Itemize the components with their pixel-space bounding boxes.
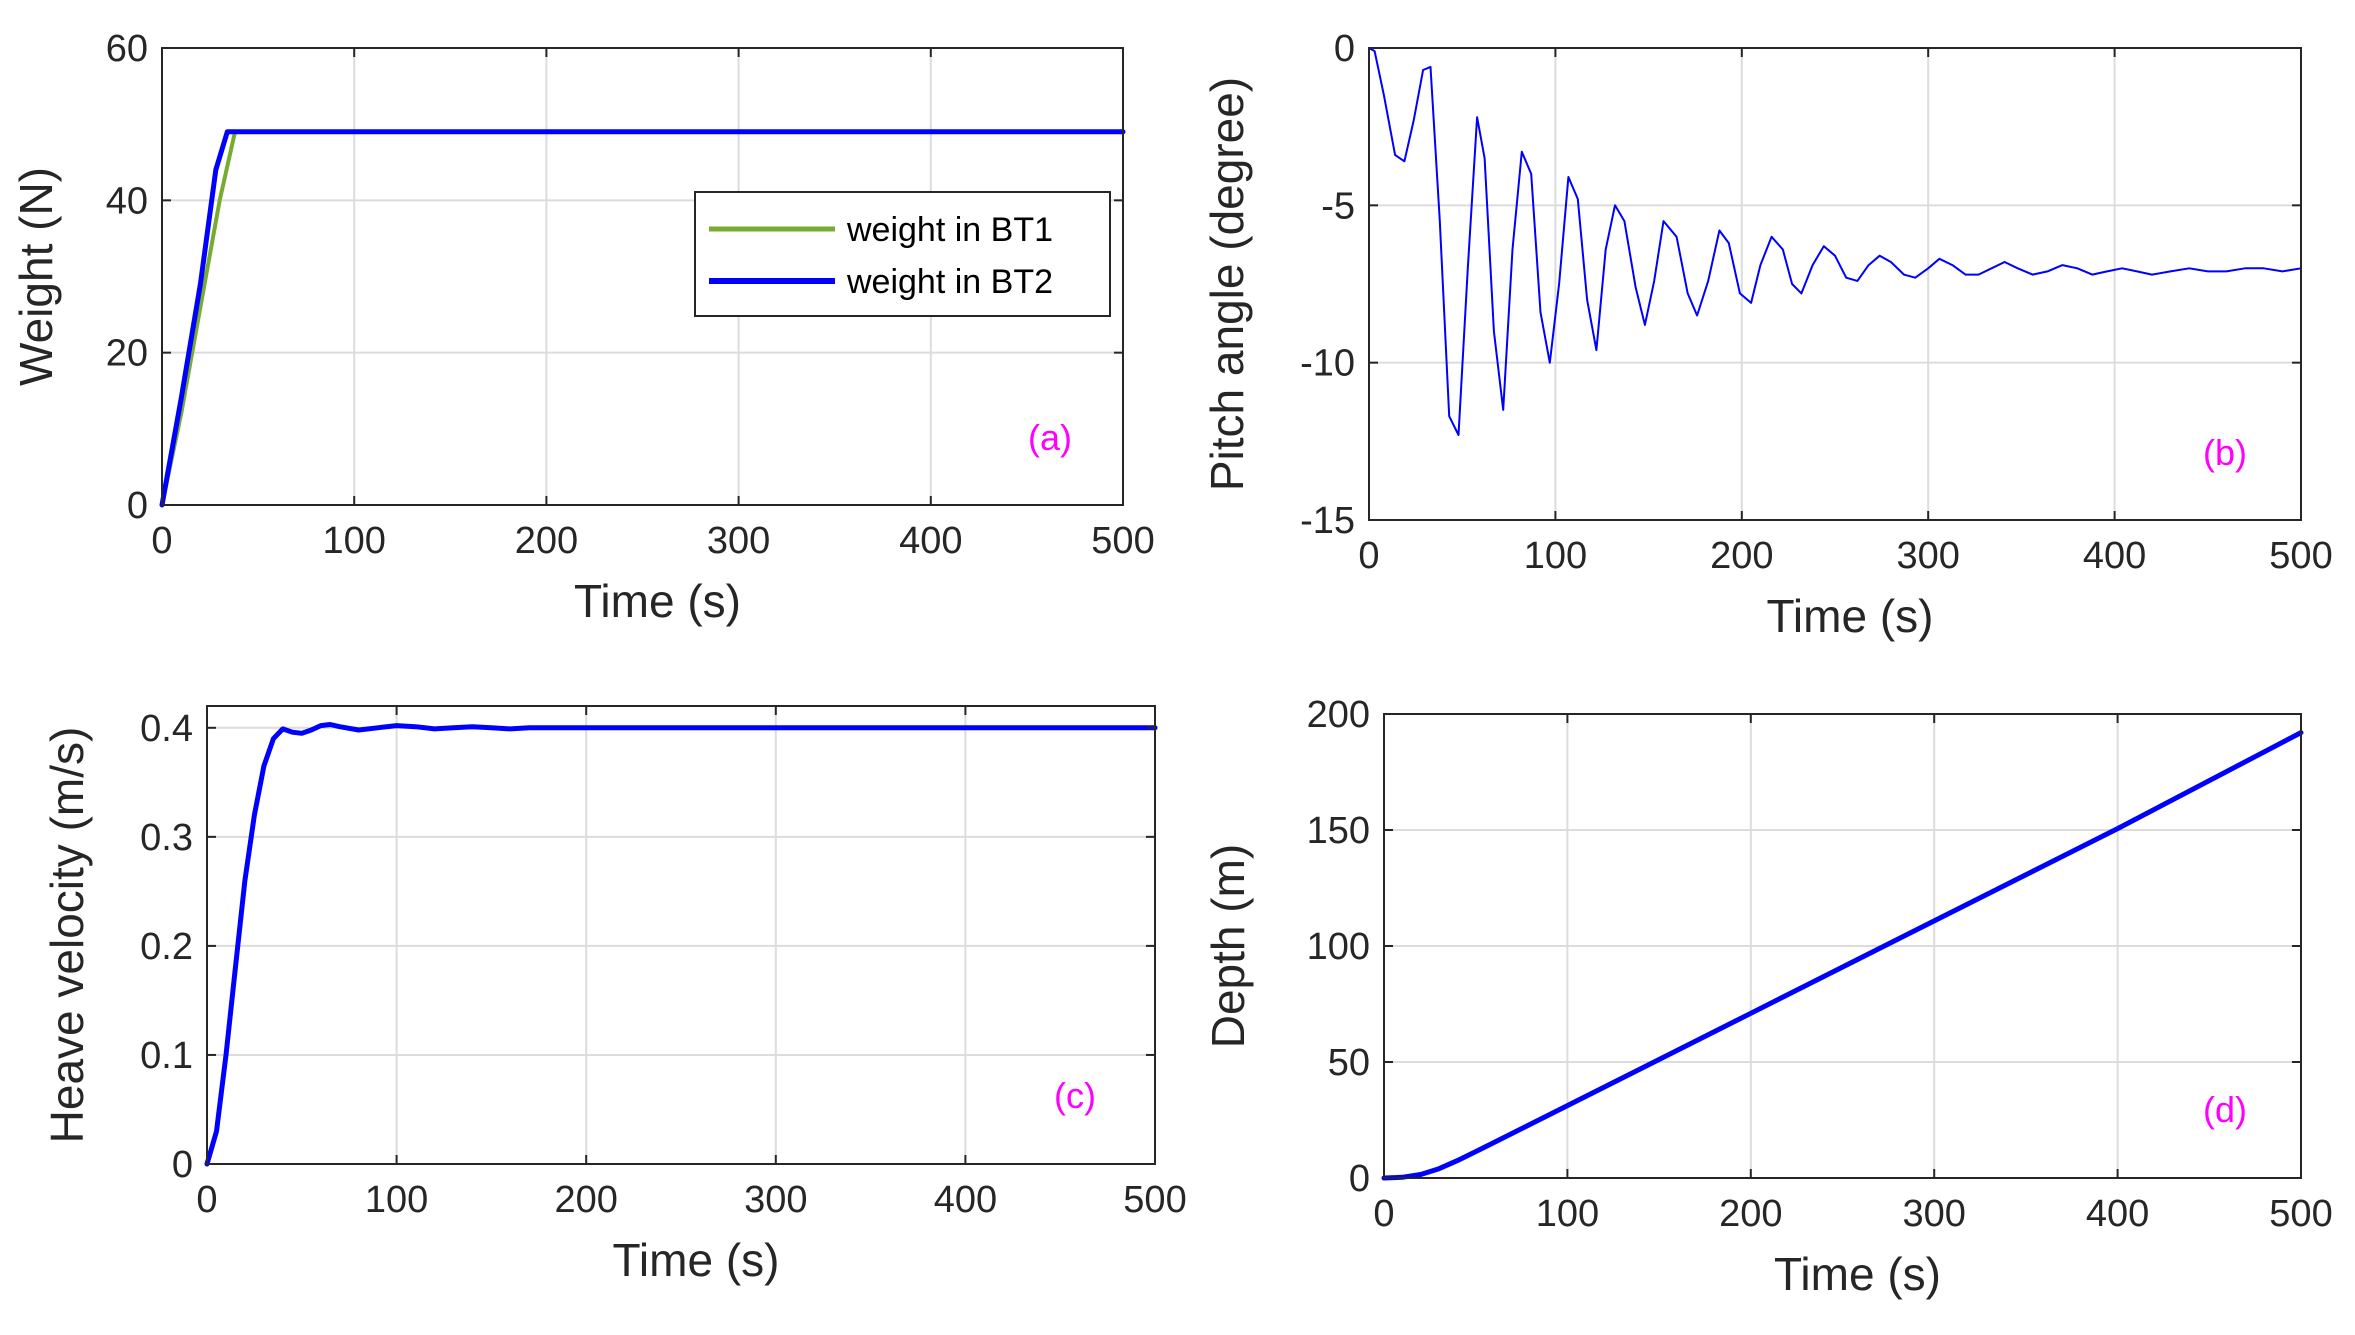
y-tick-label: 150 [1307,810,1370,852]
y-tick-label: 50 [1328,1042,1370,1084]
y-tick-label: 0 [1334,28,1355,70]
y-axis-label: Weight (N) [10,167,62,386]
x-tick-label: 400 [2083,535,2146,577]
x-tick-label: 500 [2269,1193,2332,1235]
panel-tag-label: (b) [2203,432,2247,473]
panel-b: 0 100 200 300 400 500 -15 -10 -5 0 Time (s) Pitch a… [1201,28,2333,642]
y-tick-label: -10 [1300,343,1355,385]
legend: weight in BT1 weight in BT2 [694,191,1111,317]
panel-tag-label: (d) [2203,1089,2247,1130]
y-tick-label: 60 [106,28,148,70]
x-tick-label: 100 [1524,535,1587,577]
y-tick-label: 40 [106,180,148,222]
x-tick-label: 500 [1091,520,1154,562]
x-tick-label: 500 [2269,535,2332,577]
y-tick-label: 0.2 [140,926,193,968]
y-tick-label: -5 [1321,185,1355,227]
x-tick-label: 200 [554,1179,617,1221]
x-axis-label: Time (s) [574,575,741,627]
y-tick-label: 20 [106,333,148,375]
x-tick-label: 100 [322,520,385,562]
y-tick-label: 0 [172,1144,193,1186]
y-tick-label: 0.1 [140,1035,193,1077]
axes-frame [206,705,1156,1165]
x-axis-label: Time (s) [1774,1248,1941,1300]
x-tick-label: 300 [707,520,770,562]
plot-area [1369,48,2301,520]
y-tick-label: 0.3 [140,817,193,859]
panel-d: 0 100 200 300 400 500 0 50 100 150 200 Time (s) Dept… [1202,694,2333,1300]
panel-a: 0 100 200 300 400 500 0 20 40 60 Time (s) Weight (N… [10,28,1155,627]
x-tick-label: 400 [2086,1193,2149,1235]
x-axis-label: Time (s) [1767,590,1934,642]
series-line-2 [159,129,1126,508]
legend-entry-label: weight in BT1 [846,211,1053,249]
x-tick-label: 200 [1710,535,1773,577]
x-tick-label: 100 [365,1179,428,1221]
panel-tag-label: (a) [1028,417,1072,458]
x-tick-label: 0 [1373,1193,1394,1235]
axes-frame [161,47,1124,506]
series-line-1 [1381,730,2304,1181]
x-tick-label: 500 [1123,1179,1186,1221]
y-axis-label: Heave velocity (m/s) [41,727,93,1144]
y-tick-label: 100 [1307,926,1370,968]
y-tick-label: 0 [1349,1158,1370,1200]
series-line-1 [204,722,1158,1167]
x-tick-label: 300 [1896,535,1959,577]
panel-tag-label: (c) [1054,1075,1096,1116]
x-tick-label: 0 [1358,535,1379,577]
y-tick-label: -15 [1300,500,1355,542]
x-tick-label: 400 [934,1179,997,1221]
y-tick-label: 0 [127,485,148,527]
x-tick-label: 300 [744,1179,807,1221]
series-line-1 [1368,47,2302,436]
x-tick-label: 200 [515,520,578,562]
x-tick-label: 300 [1902,1193,1965,1235]
axes-frame [1368,47,2302,521]
panel-c: 0 100 200 300 400 500 0 0.1 0.2 0.3 0.4 Time (s) Hea… [41,705,1187,1286]
x-axis-label: Time (s) [613,1234,780,1286]
legend-box [694,191,1111,317]
x-tick-label: 200 [1719,1193,1782,1235]
y-axis-label: Depth (m) [1202,844,1254,1048]
x-tick-label: 400 [899,520,962,562]
plot-area [207,706,1155,1164]
y-tick-label: 0.4 [140,708,193,750]
y-tick-label: 200 [1307,694,1370,736]
x-tick-label: 100 [1536,1193,1599,1235]
y-axis-label: Pitch angle (degree) [1201,77,1253,491]
x-tick-label: 0 [151,520,172,562]
legend-entry-label: weight in BT2 [846,263,1053,301]
x-tick-label: 0 [196,1179,217,1221]
